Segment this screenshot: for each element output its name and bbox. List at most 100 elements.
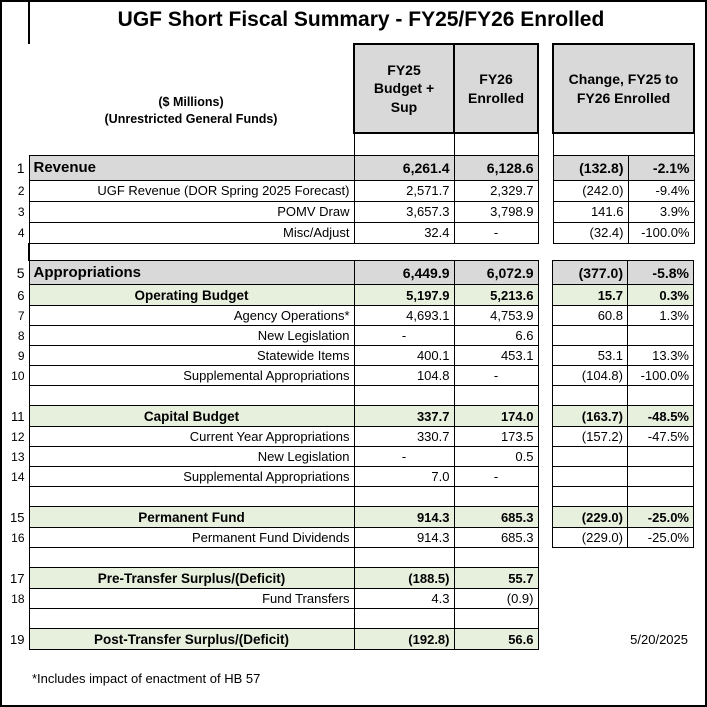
fy26-value: 6,072.9	[453, 260, 539, 285]
header-row: ($ Millions) (Unrestricted General Funds)…	[2, 43, 539, 134]
fy26-value: 5,213.6	[453, 284, 539, 306]
revenue-change-table: Change, FY25 to FY26 Enrolled (132.8) -2.1…	[552, 43, 695, 244]
change-pct	[627, 466, 694, 487]
row-label	[28, 547, 355, 568]
change-value: 15.7	[552, 284, 628, 306]
change-pct: -2.1%	[627, 154, 695, 181]
fy26-value: -	[453, 365, 539, 386]
fy25-value: 3,657.3	[353, 200, 455, 223]
row-label: Supplemental Appropriations	[28, 466, 355, 487]
fy26-value	[453, 486, 539, 507]
table-row: (242.0) -9.4%	[552, 179, 695, 202]
fy26-value: 173.5	[453, 426, 539, 447]
fy25-value: (188.5)	[353, 567, 455, 589]
table-row	[552, 325, 694, 346]
change-value	[552, 446, 628, 467]
fy25-value	[353, 547, 455, 568]
change-pct: -25.0%	[627, 506, 694, 528]
table-row	[552, 466, 694, 487]
fy26-value: 6,128.6	[453, 154, 539, 181]
fy25-value: 5,197.9	[353, 284, 455, 306]
table-row: 8 New Legislation -6.6	[2, 325, 539, 346]
row-label: Appropriations	[28, 260, 355, 285]
table-row: 5 Appropriations 6,449.9 6,072.9	[2, 260, 539, 285]
row-number: 16	[2, 527, 29, 548]
table-row: (32.4) -100.0%	[552, 221, 695, 244]
fy26-value: -	[453, 466, 539, 487]
table-row: 12 Current Year Appropriations 330.7 173.5	[2, 426, 539, 447]
row-number: 2	[2, 180, 29, 201]
header-row: Change, FY25 to FY26 Enrolled	[552, 43, 695, 134]
row-label: Supplemental Appropriations	[28, 365, 355, 386]
change-pct: -9.4%	[627, 179, 695, 202]
row-number	[2, 547, 29, 568]
fy25-value: 330.7	[353, 426, 455, 447]
spacer-cell	[353, 132, 455, 156]
row-label	[28, 486, 355, 507]
change-pct: -47.5%	[627, 426, 694, 447]
row-number: 7	[2, 305, 29, 326]
data-table: ($ Millions) (Unrestricted General Funds)…	[2, 43, 539, 244]
header-spacer-row	[2, 132, 539, 156]
row-number: 5	[2, 260, 29, 285]
change-value: 60.8	[552, 305, 628, 326]
row-label: Capital Budget	[28, 405, 355, 427]
gutter-cell	[2, 133, 29, 155]
row-number: 1	[2, 155, 29, 180]
table-row: 17 Pre-Transfer Surplus/(Deficit) (188.5) 5…	[2, 567, 539, 589]
unit-line-1: ($ Millions)	[158, 95, 224, 110]
table-row	[552, 446, 694, 467]
table-row: 15 Permanent Fund 914.3 685.3	[2, 506, 539, 528]
row-number: 18	[2, 588, 29, 609]
table-row: 141.6 3.9%	[552, 200, 695, 223]
change-value	[552, 325, 628, 346]
table-row: 1 Revenue 6,261.4 6,128.6	[2, 154, 539, 181]
change-pct	[627, 486, 694, 507]
fy26-value	[453, 608, 539, 629]
row-label: Current Year Appropriations	[28, 426, 355, 447]
col-header-change: Change, FY25 to FY26 Enrolled	[552, 43, 695, 134]
fy25-value	[353, 486, 455, 507]
spacer-row	[2, 385, 539, 406]
fy25-value: 7.0	[353, 466, 455, 487]
row-label: Operating Budget	[28, 284, 355, 306]
change-table: (377.0) -5.8% 15.7 0.3% 60.8 1.3% 53.1 13.3% (10…	[552, 260, 694, 548]
table-row: 10 Supplemental Appropriations 104.8-	[2, 365, 539, 386]
fy26-value: 55.7	[453, 567, 539, 589]
table-row: 13 New Legislation -0.5	[2, 446, 539, 467]
spacer-cell	[29, 133, 354, 155]
change-pct: 1.3%	[627, 305, 694, 326]
row-number: 3	[2, 201, 29, 222]
fy25-value: 914.3	[353, 527, 455, 548]
fy26-value: 2,329.7	[453, 179, 539, 202]
spacer-cell	[453, 132, 539, 156]
row-number: 9	[2, 345, 29, 366]
appropriations-table: 5 Appropriations 6,449.9 6,072.9 6 Operating …	[2, 260, 539, 650]
data-table: 5 Appropriations 6,449.9 6,072.9 6 Operating …	[2, 260, 539, 650]
fy25-value: 4.3	[353, 588, 455, 609]
row-label: Permanent Fund Dividends	[28, 527, 355, 548]
fy26-value: 4,753.9	[453, 305, 539, 326]
change-pct: -48.5%	[627, 405, 694, 427]
fy25-value: 6,261.4	[353, 154, 455, 181]
change-pct: -100.0%	[627, 221, 695, 244]
fy25-value: 6,449.9	[353, 260, 455, 285]
footnote: *Includes impact of enactment of HB 57	[32, 671, 261, 686]
fy26-value	[453, 547, 539, 568]
change-value	[552, 385, 628, 406]
spacer-cell	[552, 132, 695, 156]
table-row: (104.8) -100.0%	[552, 365, 694, 386]
row-number: 14	[2, 466, 29, 487]
change-value: 53.1	[552, 345, 628, 366]
row-number: 11	[2, 405, 29, 427]
table-row: (229.0) -25.0%	[552, 527, 694, 548]
fy26-value: 3,798.9	[453, 200, 539, 223]
fy25-value: 914.3	[353, 506, 455, 528]
row-number: 17	[2, 567, 29, 589]
gutter-cell	[2, 44, 29, 133]
fy26-value: 685.3	[453, 506, 539, 528]
col-header-fy25: FY25 Budget + Sup	[353, 43, 455, 134]
fy26-value: 453.1	[453, 345, 539, 366]
fy26-value	[453, 385, 539, 406]
